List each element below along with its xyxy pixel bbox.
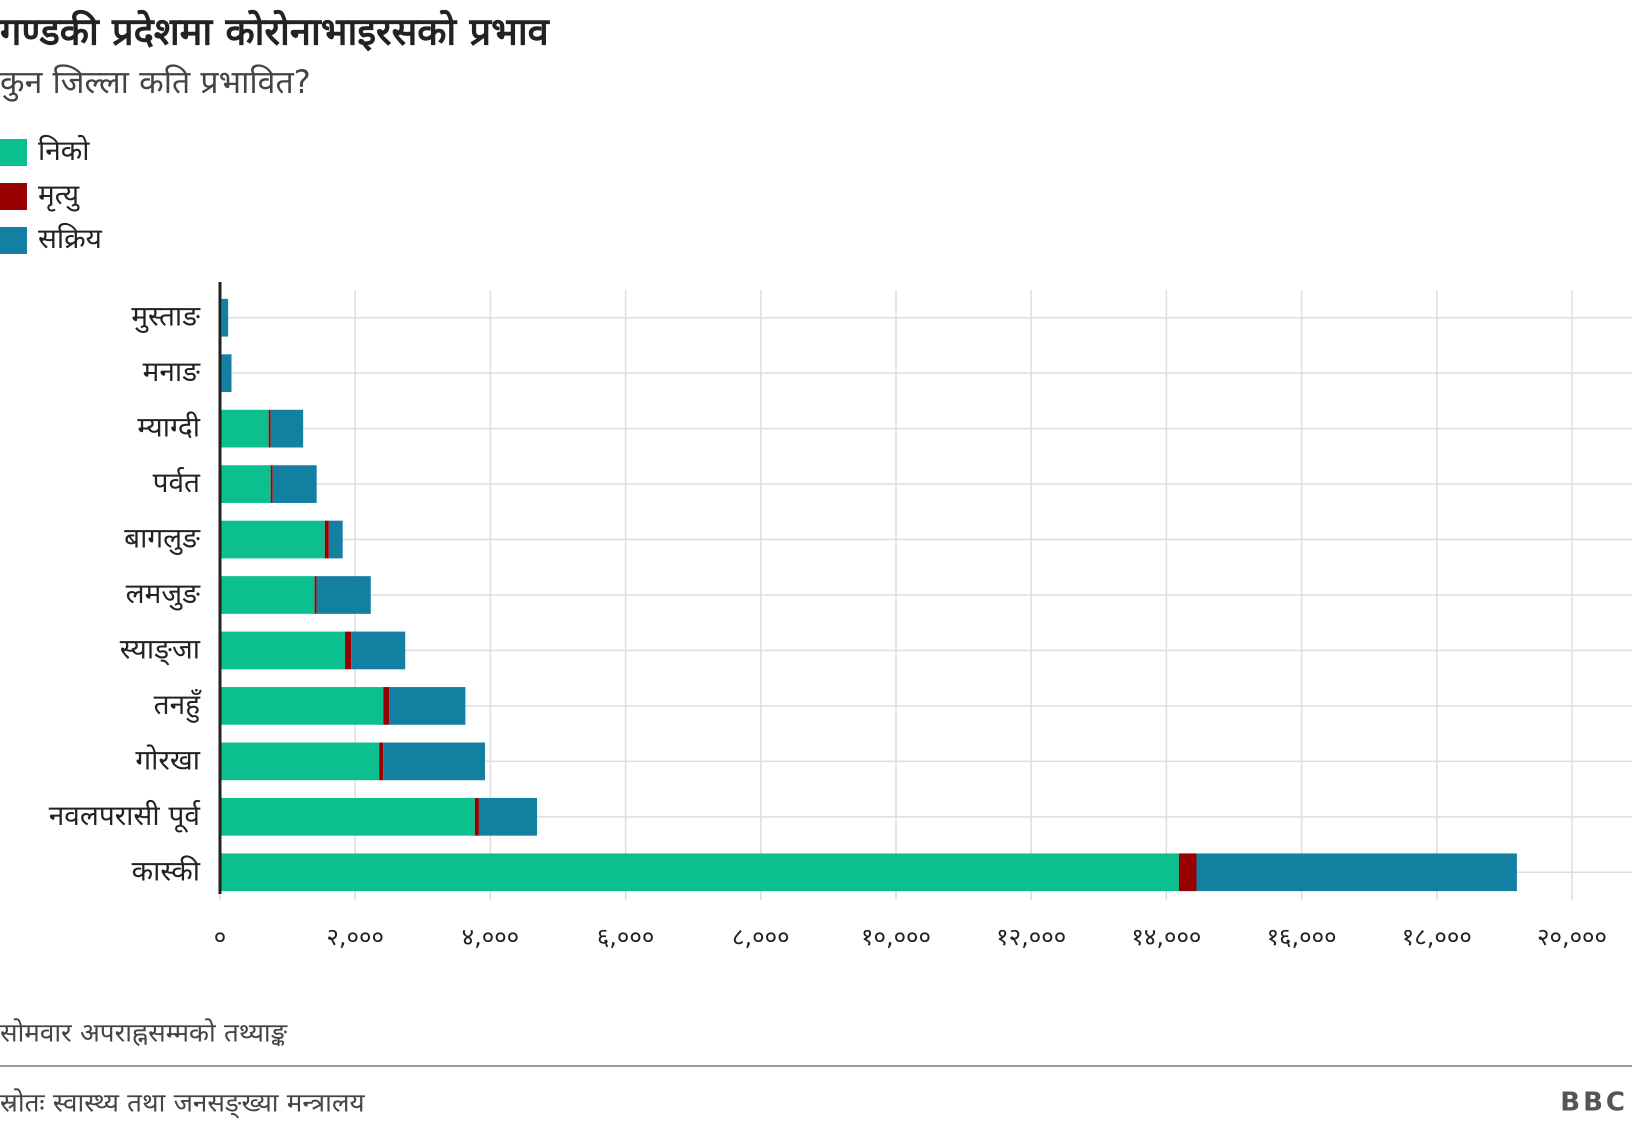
y-tick-label: मनाङ [143,355,202,388]
legend-swatch [0,183,27,210]
chart-title: गण्डकी प्रदेशमा कोरोनाभाइरसको प्रभाव [0,10,551,54]
bar-segment [220,631,346,670]
bar-segment [383,687,390,725]
note: सोमवार अपराह्नसम्मको तथ्याङ्क [0,1018,288,1049]
source: स्रोतः स्वास्थ्य तथा जनसङ्ख्या मन्त्रालय [0,1088,365,1119]
bar-segment [220,520,325,559]
x-tick-label: १८,००० [1402,923,1472,951]
legend-label: मृत्यु [38,178,80,212]
bar-segment [272,465,317,503]
bar-segment [379,742,384,781]
y-tick-label: कास्की [132,854,201,887]
x-tick-label: ० [214,923,226,951]
y-tick-label: मुस्ताङ [131,300,201,334]
bar-segment [1178,853,1197,892]
x-tick-label: १६,००० [1267,923,1337,951]
bar-segment [383,742,485,781]
bar-segment [316,576,371,614]
y-tick-label: नवलपरासी पूर्व [49,799,201,833]
x-tick-label: १२,००० [996,923,1066,951]
legend-swatch [0,227,27,254]
bar-segment [270,409,304,448]
x-tick-label: १४,००० [1131,923,1201,951]
bar-segment [220,465,271,503]
chart-subtitle: कुन जिल्ला कति प्रभावित? [0,63,311,102]
legend-swatch [0,139,27,166]
bar-segment [220,853,1179,892]
bar-segment [270,465,273,503]
y-tick-label: स्याङ्जा [120,632,201,666]
y-tick-label: लमजुङ [126,577,202,611]
bar-segment [345,631,352,670]
bar-segment [474,797,479,836]
x-tick-label: २०,००० [1537,923,1607,951]
bar-segment [268,409,271,448]
bar-segment [220,409,269,448]
brand-box [1542,1088,1628,1116]
y-tick-label: बागलुङ [124,522,201,556]
bar-segment [220,742,380,781]
bar-segment [220,797,475,836]
bar-segment [220,576,315,614]
bar-segment [478,797,538,836]
y-tick-label: म्याग्दी [137,411,200,444]
x-tick-label: ४,००० [462,923,520,951]
bar-segment [324,520,329,559]
x-tick-label: ८,००० [732,923,790,951]
y-tick-label: गोरखा [135,743,200,776]
bar-segment [314,576,317,614]
y-tick-label: पर्वत [153,466,201,499]
x-tick-label: १०,००० [861,923,931,951]
bar-segment [220,354,232,393]
bar-segment [351,631,406,670]
y-tick-label: तनहुँ [154,688,203,723]
bar-segment [222,298,229,337]
bar-segment [328,520,343,559]
legend-label: निको [38,134,90,167]
bar-segment [220,687,384,725]
x-tick-label: ६,००० [597,923,655,951]
bar-segment [1196,853,1517,892]
legend-label: सक्रिय [38,222,103,255]
bar-segment [389,687,466,725]
x-tick-label: २,००० [326,923,384,951]
brand-logo: BBC [1560,1088,1628,1118]
